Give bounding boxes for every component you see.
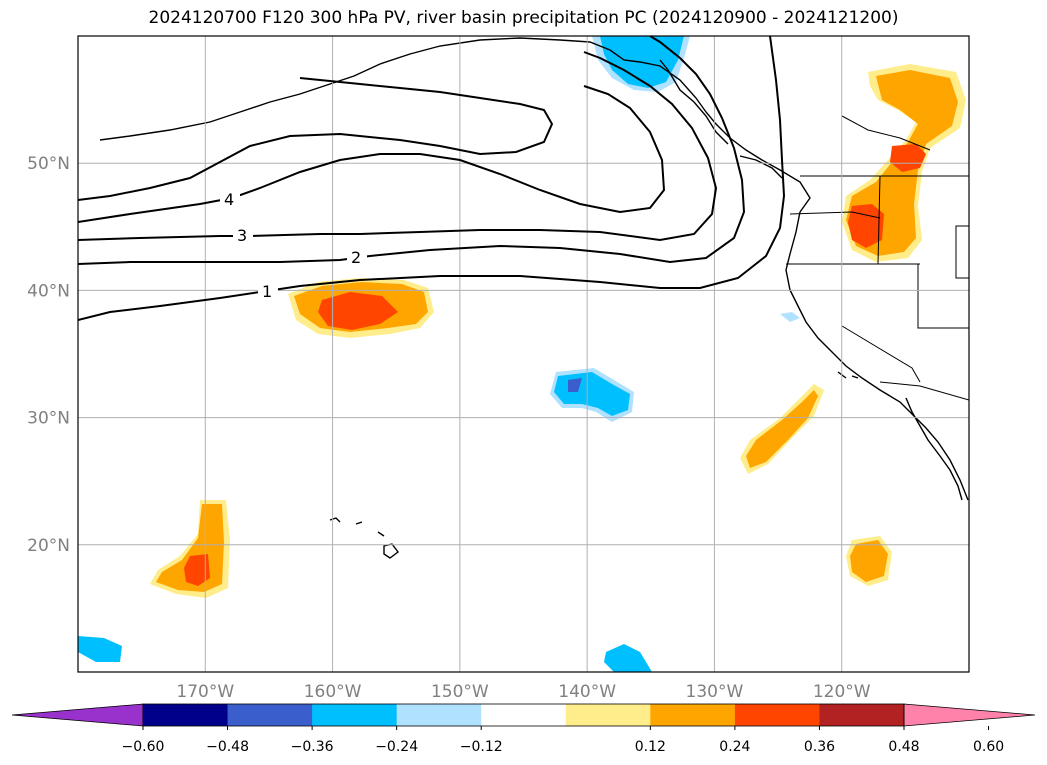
southeast-alaska-islands <box>659 59 729 145</box>
colorbar-tick-label: 0.60 <box>973 739 1004 755</box>
colorbar-segment <box>819 704 905 726</box>
positive-anomaly-northwest-core-b <box>890 144 926 172</box>
colorbar-tick-label: 0.48 <box>888 739 919 755</box>
contour-label-2: 2 <box>351 248 361 267</box>
contour-label-3: 3 <box>237 226 247 245</box>
positive-anomaly-baja <box>850 540 888 582</box>
lon-tick-label: 120°W <box>813 682 871 702</box>
graticule <box>78 36 969 672</box>
colorbar-tick-label: −0.48 <box>206 739 249 755</box>
colorbar-segment <box>734 704 820 726</box>
pv-contour-1 <box>78 36 786 321</box>
colorbar-tick-label: −0.12 <box>460 739 503 755</box>
longitude-labels: 170°W 160°W 150°W 140°W 130°W 120°W <box>176 682 870 702</box>
colorbar-tick-label: 0.36 <box>804 739 835 755</box>
pv-contour-2 <box>78 36 746 265</box>
negative-anomaly-southwest-corner <box>78 636 122 662</box>
colorbar: −0.60 −0.48 −0.36 −0.24 −0.12 0.12 0.24 0.36 0.4… <box>11 703 1036 755</box>
vancouver-island <box>739 155 783 179</box>
pv-contour-labels: 1 2 3 4 <box>220 190 367 301</box>
negative-anomaly-southern-california <box>780 312 800 322</box>
lon-tick-label: 160°W <box>304 682 362 702</box>
colorbar-segment <box>227 704 313 726</box>
colorbar-extend-min <box>11 703 144 727</box>
colorbar-tick-label: −0.60 <box>122 739 165 755</box>
lon-tick-label: 170°W <box>176 682 234 702</box>
negative-anomaly-subtropical-core <box>568 378 582 392</box>
political-borders <box>786 115 969 401</box>
alaska-peninsula-coast <box>99 37 811 213</box>
contour-label-3-bg <box>233 227 253 245</box>
lat-tick-label: 50°N <box>27 154 70 174</box>
pv-contour-4-inner <box>78 77 554 201</box>
wyoming-box <box>955 225 969 279</box>
colorbar-extend-max <box>903 703 1036 727</box>
contour-label-4-bg <box>220 191 240 209</box>
map-title: 2024120700 F120 300 hPa PV, river basin … <box>148 8 899 28</box>
colorbar-outline <box>142 703 905 727</box>
lon-tick-label: 130°W <box>686 682 744 702</box>
colorbar-tick-label: 0.12 <box>635 739 666 755</box>
colorbar-tick-label: −0.24 <box>375 739 418 755</box>
contour-label-2-bg <box>347 249 367 267</box>
pv-contour-4 <box>78 85 666 223</box>
contour-label-4: 4 <box>224 190 234 209</box>
pv-contours <box>78 36 786 321</box>
latitude-labels: 50°N 40°N 30°N 20°N <box>27 154 70 556</box>
hawaii-islands <box>329 517 399 559</box>
colorbar-segment <box>481 704 567 726</box>
coastlines <box>99 37 969 559</box>
map-frame <box>77 35 970 673</box>
positive-anomaly-subtropical-west-core <box>184 554 210 586</box>
pv-contour-3 <box>78 51 718 242</box>
idaho-border <box>877 175 881 265</box>
colorbar-segment <box>143 704 229 726</box>
lat-tick-label: 30°N <box>27 409 70 429</box>
positive-anomaly-central-pacific-core <box>318 292 398 330</box>
colorbar-segment <box>396 704 482 726</box>
us-mexico-border <box>879 381 969 401</box>
lon-tick-label: 150°W <box>431 682 489 702</box>
colorbar-segment <box>565 704 651 726</box>
colorbar-tick-label: 0.24 <box>719 739 750 755</box>
lon-tick-label: 140°W <box>558 682 616 702</box>
baja-peninsula <box>905 397 963 501</box>
precip-shading <box>78 36 966 672</box>
colorbar-tick-label: −0.36 <box>291 739 334 755</box>
oregon-washington-border <box>789 211 881 219</box>
colorbar-segment <box>650 704 736 726</box>
california-nevada-border <box>917 264 969 329</box>
negative-anomaly-south <box>604 644 652 672</box>
positive-anomaly-northwest-core-a <box>848 204 884 248</box>
positive-anomaly-offshore <box>746 390 818 468</box>
colorbar-segment <box>312 704 398 726</box>
west-coast <box>785 211 969 501</box>
contour-label-1-bg <box>258 283 278 301</box>
montana-border <box>841 115 931 151</box>
lat-tick-label: 20°N <box>27 536 70 556</box>
contour-label-1: 1 <box>262 282 272 301</box>
nevada-diagonal-border <box>841 325 921 383</box>
lat-tick-label: 40°N <box>27 281 70 301</box>
